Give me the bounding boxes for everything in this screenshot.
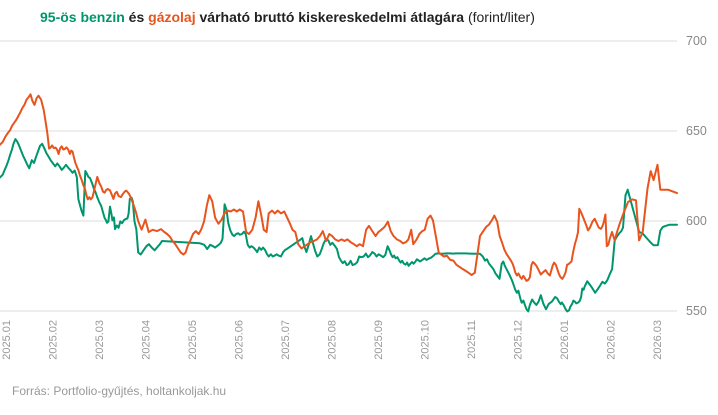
svg-text:2025.03: 2025.03 [94,320,106,360]
svg-text:2026.01: 2026.01 [559,320,571,360]
svg-text:2025.08: 2025.08 [327,320,339,360]
svg-text:650: 650 [686,124,707,138]
svg-text:2025.07: 2025.07 [280,320,292,360]
svg-text:2025.09: 2025.09 [373,320,385,360]
svg-text:2025.04: 2025.04 [141,320,153,360]
svg-text:2025.06: 2025.06 [234,320,246,360]
svg-text:700: 700 [686,34,707,48]
svg-text:2025.01: 2025.01 [1,320,13,360]
svg-text:2025.11: 2025.11 [466,320,478,359]
svg-text:550: 550 [686,304,707,318]
svg-text:2025.05: 2025.05 [187,320,199,360]
svg-text:2026.02: 2026.02 [606,320,618,360]
svg-text:2026.03: 2026.03 [652,320,664,360]
svg-text:2025.02: 2025.02 [48,320,60,360]
svg-text:2025.12: 2025.12 [513,320,525,360]
svg-text:2025.10: 2025.10 [420,320,432,360]
svg-text:600: 600 [686,214,707,228]
